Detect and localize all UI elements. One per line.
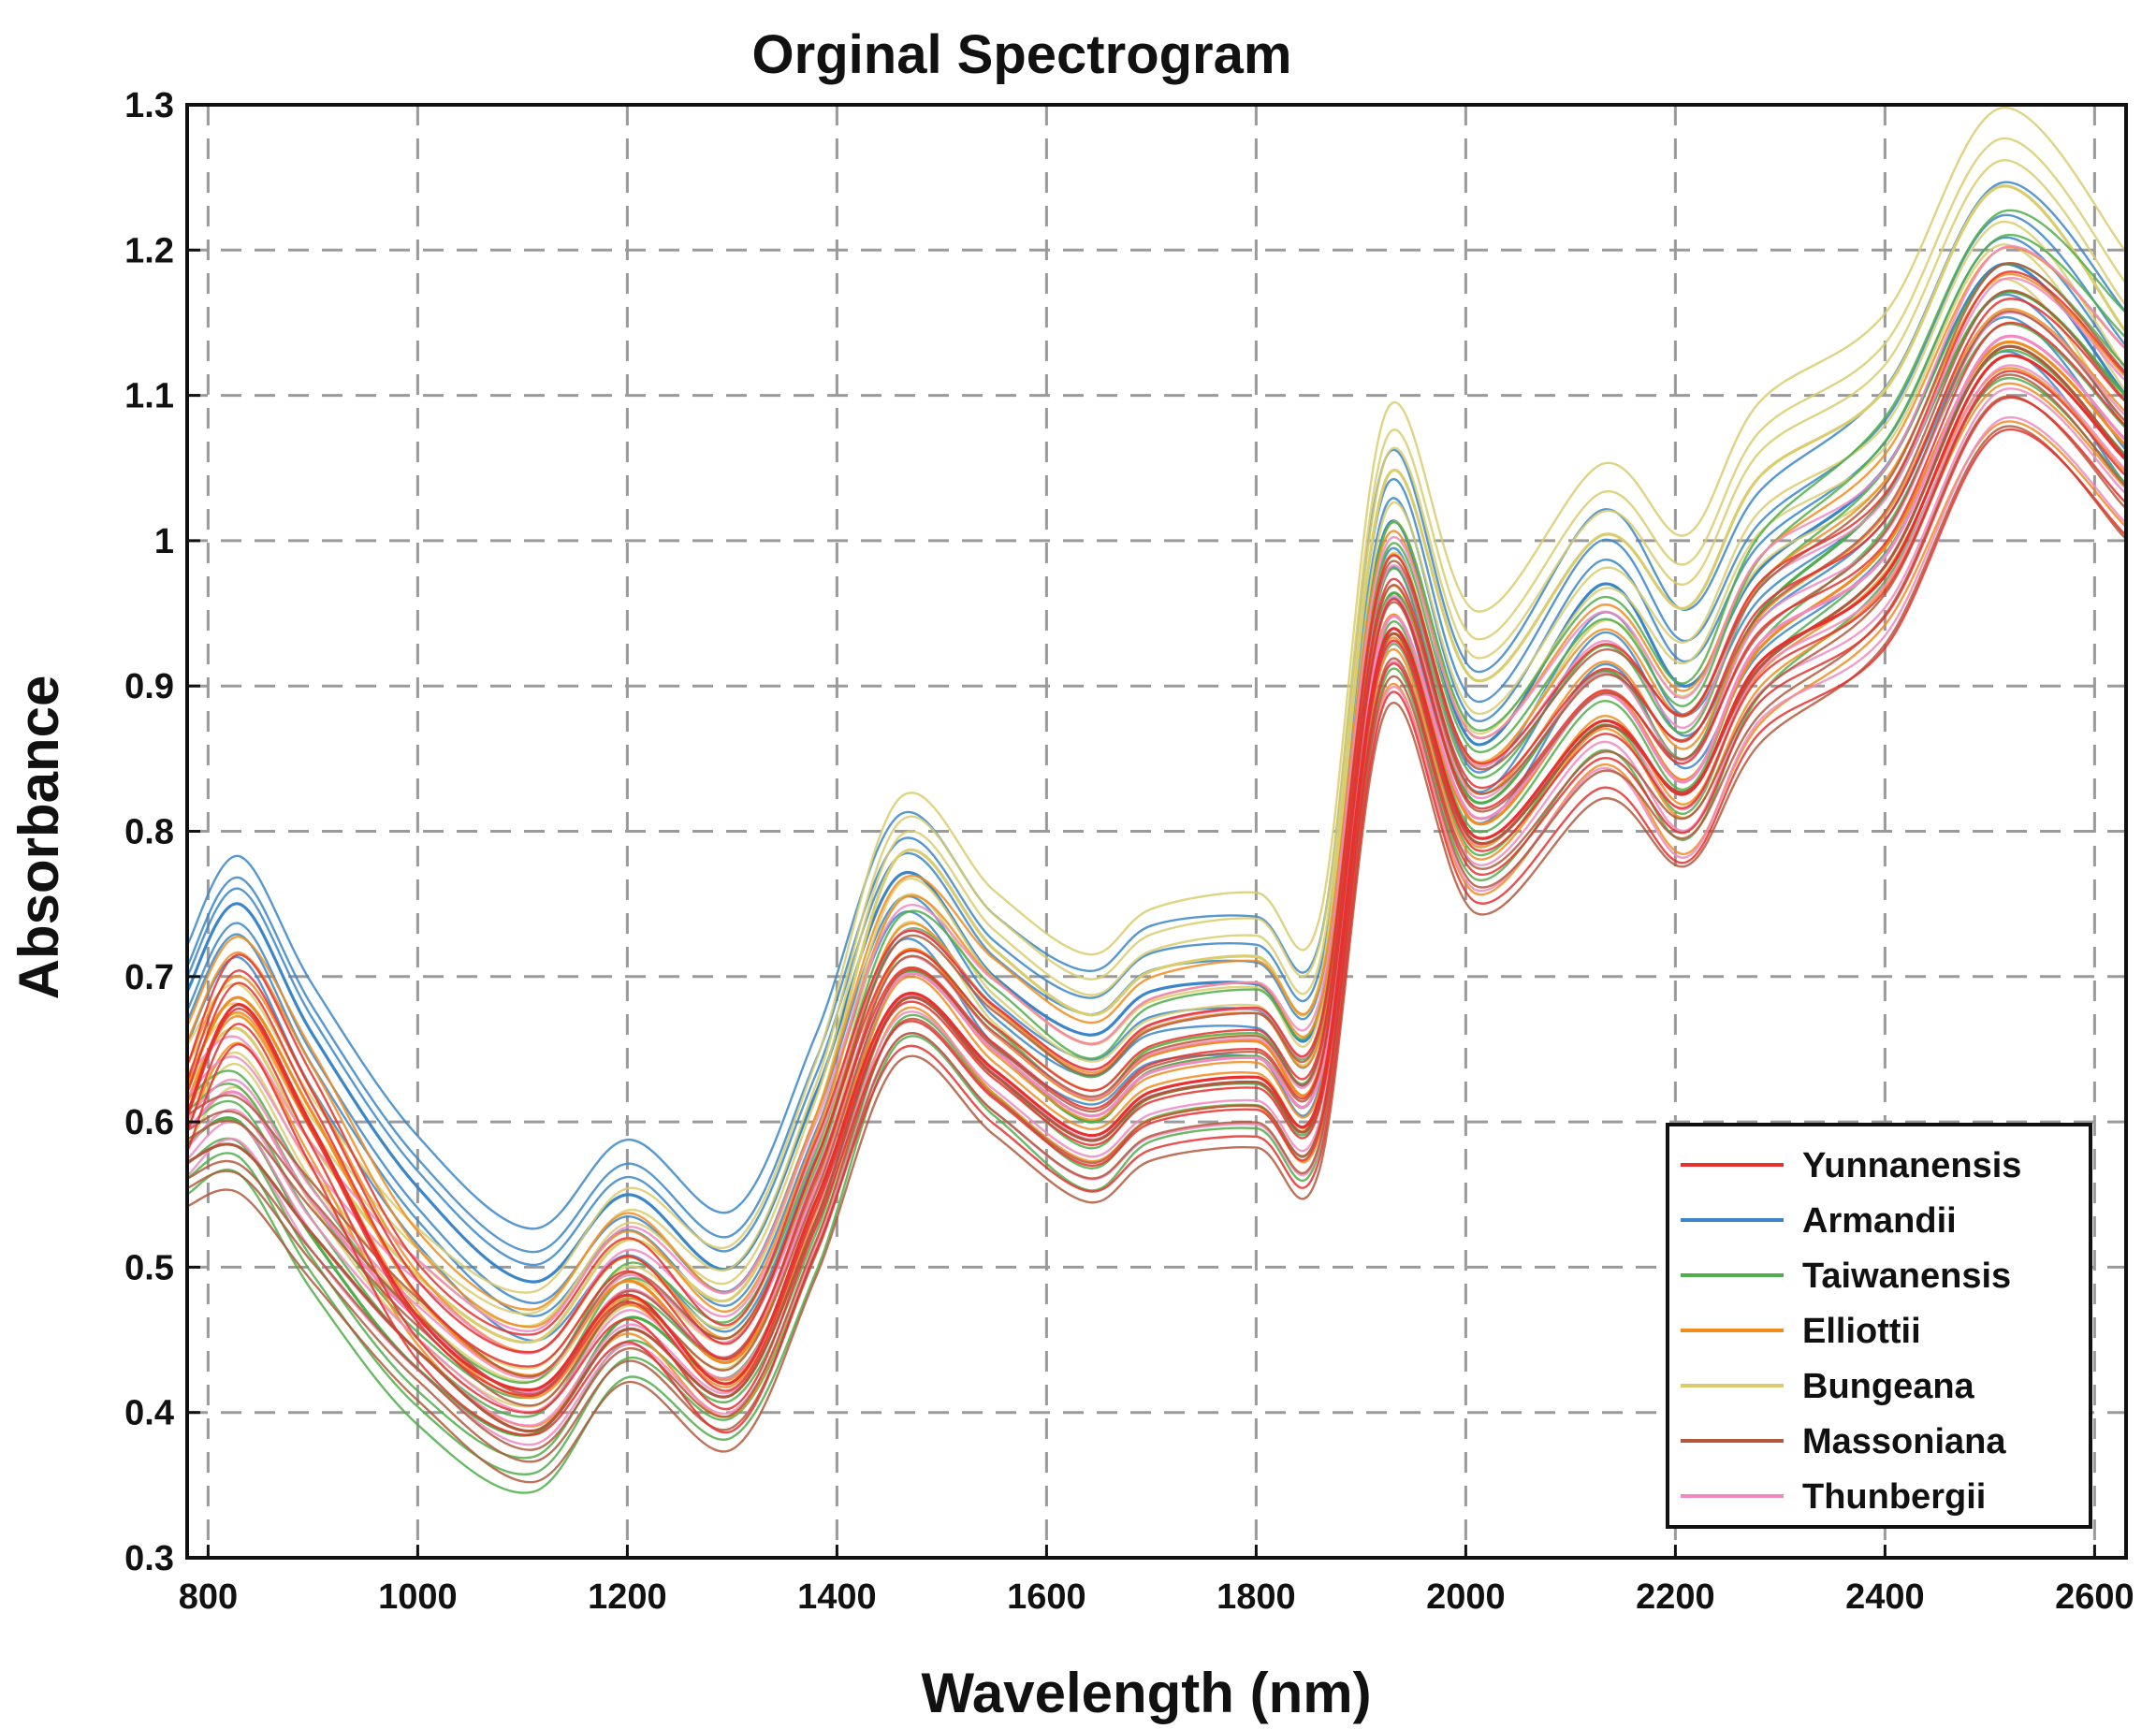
x-tick-label: 2400 bbox=[1845, 1577, 1925, 1617]
series-line-bungeana bbox=[185, 184, 2128, 1344]
x-tick-label: 1600 bbox=[1007, 1577, 1086, 1617]
legend-label-elliottii: Elliottii bbox=[1802, 1312, 1921, 1351]
series-massoniana bbox=[186, 262, 2128, 1484]
x-tick-label: 1400 bbox=[797, 1577, 877, 1617]
series-sample-line bbox=[186, 245, 2127, 1332]
y-tick-label: 0.6 bbox=[124, 1103, 174, 1142]
series-sample-line bbox=[186, 137, 2127, 1315]
series-sample-line bbox=[185, 213, 2127, 1254]
y-tick-label: 1.3 bbox=[124, 86, 174, 125]
x-tick-label: 1200 bbox=[588, 1577, 667, 1617]
y-tick-label: 1.2 bbox=[124, 231, 174, 270]
series-sample-line bbox=[185, 181, 2127, 1230]
y-tick-label: 0.5 bbox=[124, 1248, 174, 1287]
legend-label-massoniana: Massoniana bbox=[1802, 1422, 2006, 1461]
legend-label-taiwanensis: Taiwanensis bbox=[1802, 1257, 2011, 1296]
x-tick-labels: 800 1000 1200 1400 1600 1800 2000 2200 2400 2600 bbox=[179, 1545, 2134, 1617]
series-sample-line bbox=[186, 415, 2127, 1446]
y-tick-label: 0.9 bbox=[124, 667, 174, 706]
series-sample-line bbox=[186, 221, 2127, 1370]
series-sample-line bbox=[186, 289, 2127, 1396]
legend-label-yunnanensis: Yunnanensis bbox=[1802, 1146, 2021, 1185]
series-sample-line bbox=[186, 107, 2127, 1294]
legend-box bbox=[1666, 1123, 2092, 1529]
x-tick-label: 2200 bbox=[1636, 1577, 1715, 1617]
series-sample-line bbox=[185, 321, 2127, 1368]
legend-label-bungeana: Bungeana bbox=[1802, 1367, 1975, 1406]
x-tick-label: 2600 bbox=[2055, 1577, 2134, 1617]
series-sample-line bbox=[186, 395, 2127, 1463]
series-yunnanensis bbox=[185, 270, 2128, 1436]
y-tick-label: 1.1 bbox=[124, 377, 174, 416]
y-tick-label: 1 bbox=[154, 522, 174, 561]
series-sample-line bbox=[185, 298, 2127, 1354]
series-line-massoniana bbox=[186, 344, 2128, 1433]
series-sample-line bbox=[186, 262, 2127, 1378]
legend-label-armandii: Armandii bbox=[1802, 1201, 1957, 1241]
x-tick-label: 1800 bbox=[1216, 1577, 1296, 1617]
y-tick-labels: 0.3 0.4 0.5 0.6 0.7 0.8 0.9 1 1.1 1.2 1.3 bbox=[124, 86, 200, 1578]
x-axis-label: Wavelength (nm) bbox=[921, 1662, 1371, 1724]
series-sample-line bbox=[186, 373, 2127, 1451]
series-sample-line bbox=[185, 370, 2127, 1397]
series-sample-line bbox=[185, 428, 2127, 1436]
y-axis-label: Absorbance bbox=[7, 676, 70, 1000]
series-line-yunnanensis bbox=[185, 354, 2128, 1392]
y-tick-label: 0.8 bbox=[124, 813, 174, 852]
series-sample-line bbox=[185, 270, 2127, 1336]
series-sample-line bbox=[185, 308, 2127, 1354]
y-tick-label: 0.4 bbox=[124, 1394, 174, 1433]
y-tick-label: 0.3 bbox=[124, 1539, 174, 1578]
series-sample-line bbox=[186, 209, 2127, 1385]
legend: Yunnanensis Armandii Taiwanensis Elliottii B… bbox=[1666, 1123, 2092, 1529]
series-sample-line bbox=[185, 396, 2127, 1415]
series-sample-line bbox=[186, 425, 2127, 1484]
series-sample-line bbox=[186, 311, 2127, 1380]
series-sample-line bbox=[186, 159, 2127, 1328]
series-lines bbox=[185, 107, 2128, 1494]
x-tick-label: 800 bbox=[179, 1577, 238, 1617]
y-tick-label: 0.7 bbox=[124, 958, 174, 997]
series-line-thunbergii bbox=[185, 334, 2128, 1394]
chart-title: Orginal Spectrogram bbox=[752, 24, 1292, 85]
x-tick-label: 2000 bbox=[1426, 1577, 1506, 1617]
legend-label-thunbergii: Thunbergii bbox=[1802, 1477, 1986, 1517]
x-tick-label: 1000 bbox=[378, 1577, 458, 1617]
